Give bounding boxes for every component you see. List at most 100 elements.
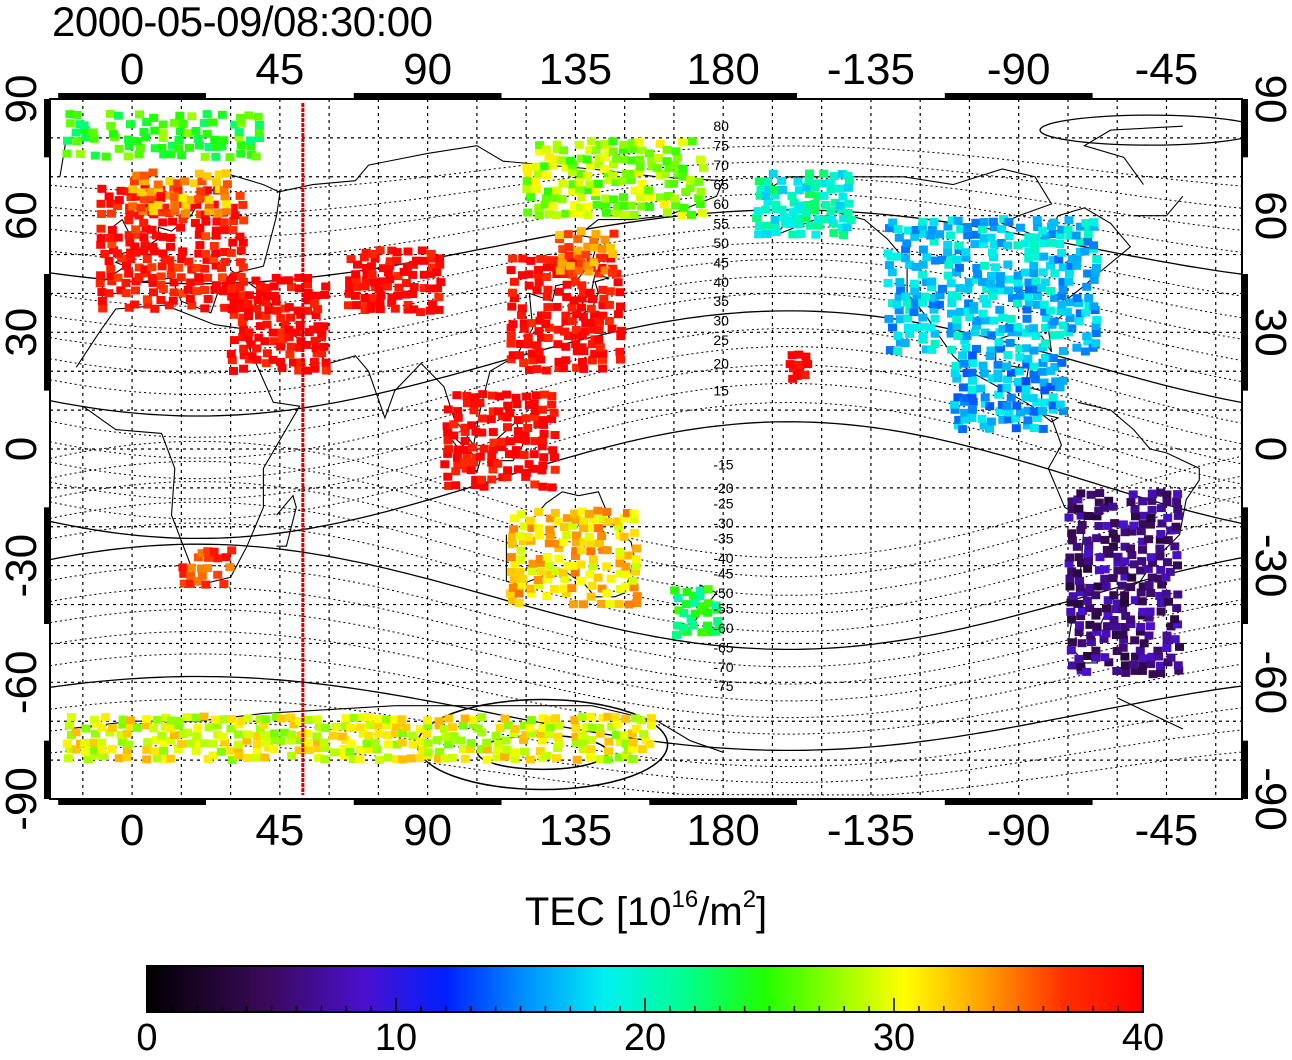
- tec-cell: [403, 305, 413, 314]
- tec-cell: [262, 283, 272, 292]
- tec-cell: [953, 393, 963, 402]
- tec-cell: [670, 586, 680, 595]
- tec-cell: [567, 317, 577, 326]
- tec-cell: [986, 233, 996, 242]
- tec-cell: [555, 235, 565, 244]
- tec-cell: [236, 716, 246, 725]
- tec-cell: [365, 721, 375, 729]
- tec-cell: [444, 445, 454, 454]
- tec-cell: [264, 743, 274, 752]
- tec-cell: [280, 320, 290, 329]
- tec-cell: [303, 296, 313, 305]
- tec-cell: [313, 744, 323, 753]
- tec-cell: [375, 299, 385, 308]
- tec-cell: [521, 730, 531, 739]
- tec-cell: [1112, 647, 1122, 655]
- tec-cell: [440, 460, 450, 469]
- tec-cell: [1146, 553, 1156, 562]
- tec-cell: [563, 561, 573, 570]
- tec-cell: [562, 530, 572, 539]
- tec-cell: [598, 311, 608, 320]
- tec-cell: [252, 355, 262, 364]
- tec-cell: [423, 748, 433, 757]
- tec-cell: [595, 343, 605, 352]
- tec-cell: [604, 176, 614, 185]
- tec-cell: [147, 193, 157, 202]
- tec-cell: [158, 232, 168, 241]
- tec-cell: [626, 201, 636, 210]
- tec-cell: [1102, 545, 1112, 554]
- tec-cell: [525, 755, 535, 764]
- tec-cell: [387, 298, 397, 307]
- tec-cell: [185, 579, 195, 588]
- tec-cell: [261, 715, 271, 724]
- tec-cell: [1156, 488, 1166, 497]
- tec-cell: [1038, 367, 1048, 376]
- lat-tick-left: -30: [0, 534, 46, 598]
- tec-cell: [571, 723, 581, 732]
- tec-cell: [261, 311, 271, 320]
- tec-cell: [523, 533, 533, 542]
- tec-cell: [819, 169, 829, 178]
- tec-cell: [1094, 566, 1104, 575]
- tec-cell: [365, 745, 375, 754]
- tec-cell: [132, 723, 142, 732]
- tec-cell: [1039, 300, 1049, 309]
- tec-cell: [510, 724, 520, 733]
- tec-cell: [254, 128, 264, 137]
- tec-cell: [770, 221, 780, 230]
- tec-cell: [695, 592, 705, 601]
- tec-cell: [528, 559, 538, 568]
- tec-cell: [1130, 666, 1140, 675]
- tec-cell: [1065, 582, 1075, 591]
- tec-cell: [184, 257, 194, 266]
- tec-cell: [1064, 216, 1074, 225]
- magnetic-contour: [50, 310, 1242, 417]
- tec-cell: [374, 730, 384, 738]
- tec-cell: [236, 119, 246, 128]
- tec-cell: [136, 203, 146, 212]
- tec-cell: [339, 745, 349, 753]
- tec-cell: [595, 317, 604, 326]
- tec-cell: [177, 740, 187, 748]
- tec-cell: [547, 483, 557, 492]
- tec-cell: [1170, 542, 1180, 551]
- tec-cell: [227, 546, 237, 555]
- tec-cell: [367, 270, 377, 279]
- tec-cell: [97, 210, 107, 218]
- tec-cell: [611, 712, 620, 721]
- tec-cell: [178, 563, 188, 572]
- tec-cell: [973, 270, 983, 279]
- tec-cell: [104, 257, 114, 266]
- tec-cell: [190, 179, 200, 188]
- tec-cell: [135, 110, 144, 119]
- tec-cell: [1173, 505, 1183, 513]
- tec-cell: [1013, 377, 1023, 386]
- tec-cell: [594, 269, 604, 278]
- tec-cell: [654, 154, 664, 162]
- tec-cell: [616, 302, 625, 311]
- tec-cell: [160, 722, 170, 731]
- tec-cell: [844, 199, 854, 208]
- tec-cell: [601, 208, 611, 217]
- tec-cell: [553, 340, 563, 349]
- tec-cell: [477, 713, 487, 722]
- tec-cell: [663, 208, 672, 217]
- tec-cell: [80, 126, 90, 134]
- tec-cell: [479, 482, 489, 491]
- tec-cell: [604, 300, 614, 309]
- tec-cell: [998, 324, 1008, 333]
- tec-cell: [140, 241, 150, 250]
- tec-cell: [627, 156, 637, 165]
- lat-tick-left: -90: [0, 767, 46, 831]
- tec-cell: [1138, 520, 1148, 529]
- coastline: [276, 494, 297, 547]
- tec-cell: [930, 329, 940, 338]
- tec-cell: [1089, 218, 1099, 227]
- tec-cell: [603, 755, 613, 764]
- tec-cell: [345, 747, 355, 756]
- tec-cell: [227, 305, 237, 314]
- tec-cell: [533, 420, 543, 429]
- tec-cell: [1023, 416, 1033, 425]
- tec-cell: [200, 286, 210, 294]
